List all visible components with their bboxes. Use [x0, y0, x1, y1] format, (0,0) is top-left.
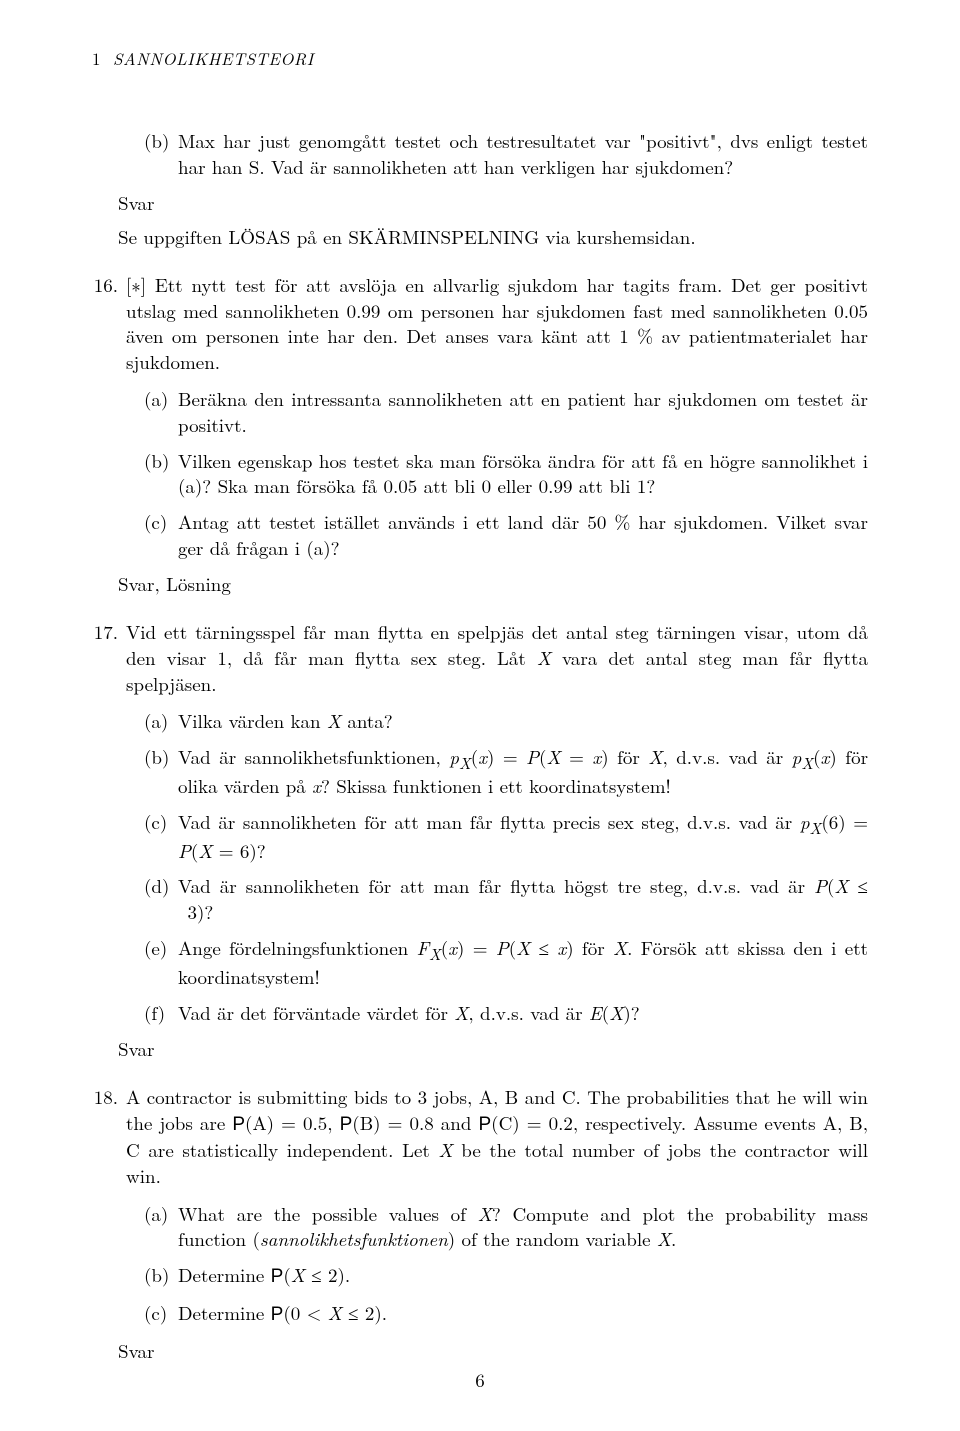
sub-label: (b): [144, 1262, 178, 1290]
sub-content: Ange fördelningsfunktionen FX(x) = P(X ≤…: [178, 935, 868, 990]
q18-label: 18.: [92, 1084, 126, 1189]
q17-label: 17.: [92, 619, 126, 696]
sub-content: Vad är sannolikheten för att man får fly…: [178, 873, 868, 924]
sub-content: Vilken egenskap hos testet ska man försö…: [178, 448, 868, 499]
sub-content: Vad är sannolikheten för att man får fly…: [178, 809, 868, 864]
sub-label: (a): [144, 1201, 178, 1252]
question-18: 18. A contractor is submitting bids to 3…: [92, 1084, 868, 1189]
sub-label: (e): [144, 935, 178, 990]
svar-link[interactable]: Svar: [118, 1337, 868, 1364]
q17-a: (a) Vilka värden kan X anta?: [144, 708, 868, 734]
svar-link[interactable]: Svar, Lösning: [118, 570, 868, 597]
question-17: 17. Vid ett tärningsspel får man flytta …: [92, 619, 868, 696]
q18-a: (a) What are the possible values of X? C…: [144, 1201, 868, 1252]
text: anta?: [341, 707, 393, 734]
svar-note: Se uppgiften LÖSAS på en SKÄRMINSPELNING…: [118, 224, 868, 250]
sub-label: (a): [144, 386, 178, 437]
sub-label: (c): [144, 509, 178, 560]
q16-c: (c) Antag att testet istället används i …: [144, 509, 868, 560]
sub-content: Vilka värden kan X anta?: [178, 708, 868, 734]
section-title: SANNOLIKHETSTEORI: [113, 46, 314, 70]
svar-link[interactable]: Svar: [118, 189, 868, 216]
math-var: X: [327, 707, 341, 734]
sub-label: (b): [144, 744, 178, 799]
q17-d: (d) Vad är sannolikheten för att man får…: [144, 873, 868, 924]
q16-b: (b) Vilken egenskap hos testet ska man f…: [144, 448, 868, 499]
sub-content: Vad är sannolikhetsfunktionen, pX(x) = P…: [178, 744, 868, 799]
sub-label: (a): [144, 708, 178, 734]
math-var: X: [537, 644, 551, 671]
svar-link[interactable]: Svar: [118, 1035, 868, 1062]
sub-content: Max har just genomgått testet och testre…: [178, 128, 868, 179]
q17-e: (e) Ange fördelningsfunktionen FX(x) = P…: [144, 935, 868, 990]
q17-f: (f) Vad är det förväntade värdet för X, …: [144, 1000, 868, 1026]
q17-intro: Vid ett tärningsspel får man flytta en s…: [126, 619, 868, 696]
sub-content: Antag att testet istället används i ett …: [178, 509, 868, 560]
text: Vilka värden kan: [178, 707, 327, 734]
q18-b: (b) Determine P(X ≤ 2).: [144, 1262, 868, 1290]
section-number: 1: [92, 46, 101, 70]
q18-c: (c) Determine P(0 < X ≤ 2).: [144, 1300, 868, 1328]
page-number: 6: [0, 1366, 960, 1393]
question-16: 16. [∗] Ett nytt test för att avslöja en…: [92, 272, 868, 375]
sub-label: (d): [144, 873, 178, 924]
sub-content: Determine P(0 < X ≤ 2).: [178, 1300, 868, 1328]
sub-label: (b): [144, 128, 178, 179]
sub-content: Beräkna den intressanta sannolikheten at…: [178, 386, 868, 437]
sub-label: (b): [144, 448, 178, 499]
sub-content: Determine P(X ≤ 2).: [178, 1262, 868, 1290]
q17-b: (b) Vad är sannolikhetsfunktionen, pX(x)…: [144, 744, 868, 799]
sub-label: (c): [144, 809, 178, 864]
sub-label: (f): [144, 1000, 178, 1026]
q16-intro: [∗] Ett nytt test för att avslöja en all…: [126, 272, 868, 375]
q16-a: (a) Beräkna den intressanta sannolikhete…: [144, 386, 868, 437]
section-header: 1 SANNOLIKHETSTEORI: [92, 46, 868, 70]
sub-item-b: (b) Max har just genomgått testet och te…: [144, 128, 868, 179]
q16-label: 16.: [92, 272, 126, 375]
sub-content: What are the possible values of X? Compu…: [178, 1201, 868, 1252]
sub-label: (c): [144, 1300, 178, 1328]
q17-c: (c) Vad är sannolikheten för att man får…: [144, 809, 868, 864]
sub-content: Vad är det förväntade värdet för X, d.v.…: [178, 1000, 868, 1026]
q18-intro: A contractor is submitting bids to 3 job…: [126, 1084, 868, 1189]
